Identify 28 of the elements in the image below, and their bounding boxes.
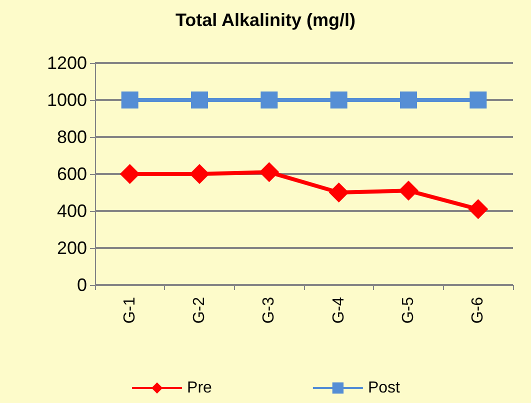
point xyxy=(470,92,487,108)
y-tick-label: 600 xyxy=(56,164,87,184)
x-tick-label: G-5 xyxy=(400,296,417,324)
legend-label: Post xyxy=(368,380,401,396)
point xyxy=(190,164,210,184)
legend-label: Pre xyxy=(187,380,212,396)
x-tick-label: G-6 xyxy=(470,296,487,324)
y-tick-label: 1000 xyxy=(46,90,87,110)
point xyxy=(191,92,208,108)
x-tick-label: G-4 xyxy=(330,296,348,324)
y-tick-label: 400 xyxy=(56,201,87,221)
y-tick-label: 0 xyxy=(76,275,87,295)
point xyxy=(398,180,418,201)
x-tick-label: G-2 xyxy=(191,296,208,324)
x-tick-label: G-3 xyxy=(260,296,278,324)
point xyxy=(121,92,138,108)
point xyxy=(259,162,280,182)
point xyxy=(260,92,278,108)
y-tick-label: 800 xyxy=(56,127,87,147)
chart-title: Total Alkalinity (mg/l) xyxy=(175,10,356,30)
x-tick-label: G-1 xyxy=(121,296,138,324)
y-tick-label: 200 xyxy=(56,238,87,258)
y-tick-label: 1200 xyxy=(46,53,87,73)
point xyxy=(400,92,417,108)
point xyxy=(330,92,348,108)
point xyxy=(328,182,349,202)
point xyxy=(468,199,488,220)
point xyxy=(120,164,140,184)
